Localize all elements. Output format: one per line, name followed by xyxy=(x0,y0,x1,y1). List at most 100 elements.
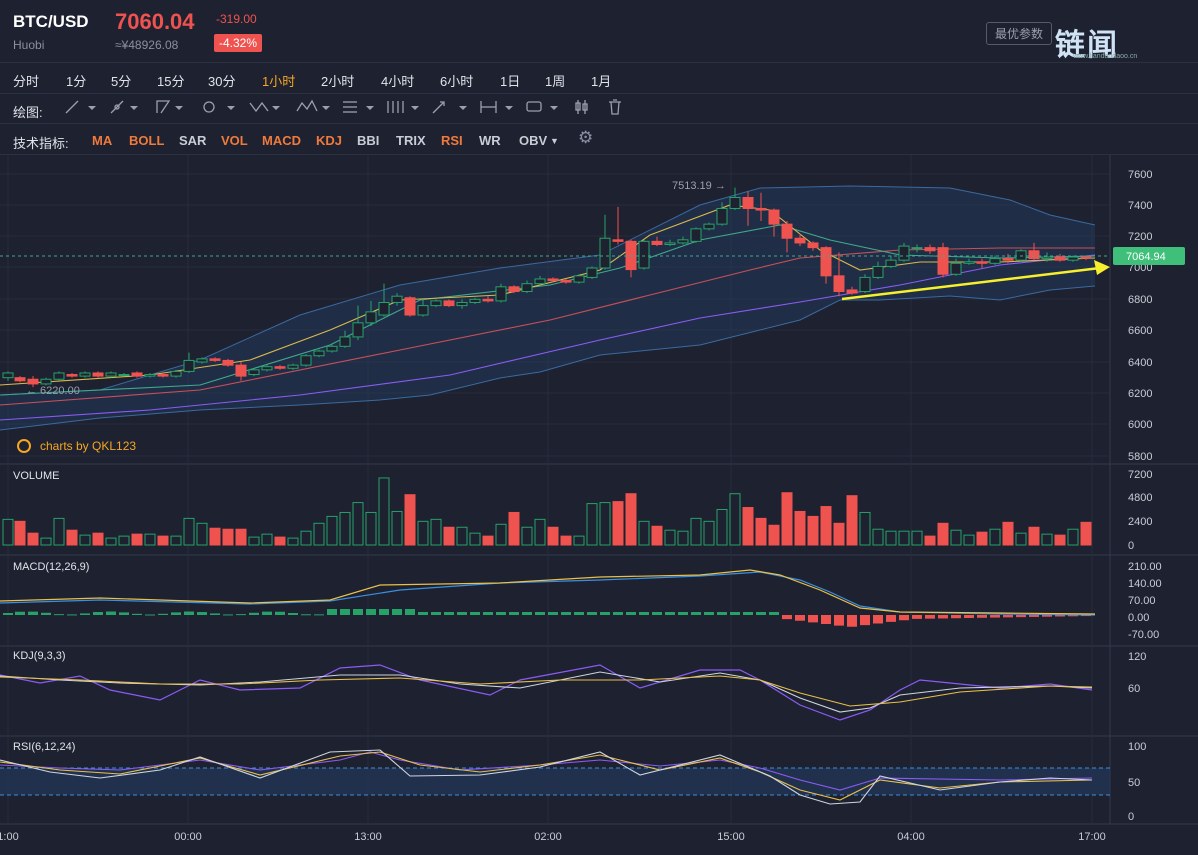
candle-body xyxy=(443,300,455,307)
macd-histogram-bar xyxy=(93,612,103,615)
candle xyxy=(664,239,676,247)
candle xyxy=(157,372,169,378)
macd-histogram-bar xyxy=(613,612,623,615)
timeframe-1[interactable]: 1分 xyxy=(66,74,87,89)
timeframe-6[interactable]: 2小时 xyxy=(321,74,355,89)
indicator-boll[interactable]: BOLL xyxy=(129,133,165,148)
channel-tool-icon[interactable] xyxy=(156,100,183,114)
candle-body xyxy=(352,322,364,338)
macd-histogram-bar xyxy=(509,612,519,615)
candle xyxy=(365,300,377,326)
macd-histogram-bar xyxy=(899,615,909,621)
candle-tool-icon[interactable] xyxy=(575,100,588,114)
candle-body xyxy=(508,286,520,292)
candle xyxy=(586,266,598,279)
candle-body xyxy=(885,259,897,267)
candle-body xyxy=(651,240,663,246)
indicator-ma[interactable]: MA xyxy=(92,133,113,148)
candle-body xyxy=(105,372,117,377)
pattern-tool-icon[interactable] xyxy=(296,99,330,112)
gear-icon[interactable]: ⚙ xyxy=(578,128,594,147)
timeframe-10[interactable]: 1周 xyxy=(545,74,566,89)
candle xyxy=(339,330,351,348)
volume-bar xyxy=(638,520,650,546)
candle-body xyxy=(794,237,806,244)
indicator-obv[interactable]: OBV xyxy=(519,133,548,148)
candle-body xyxy=(833,275,845,293)
wave-tool-icon[interactable] xyxy=(249,101,280,113)
macd-histogram-bar xyxy=(470,612,480,615)
indicator-sar[interactable]: SAR xyxy=(179,133,207,148)
volume-bar xyxy=(261,533,273,546)
last-price-label: 7064.94 xyxy=(1126,251,1166,263)
y-tick-7: 6200 xyxy=(1128,388,1152,400)
measure-tool-icon[interactable] xyxy=(480,101,513,113)
candle xyxy=(261,365,273,372)
indicator-wr[interactable]: WR xyxy=(479,133,501,148)
candle xyxy=(144,372,156,378)
indicator-bbi[interactable]: BBI xyxy=(357,133,380,148)
macd-histogram-bar xyxy=(288,613,298,615)
optimal-params-button[interactable]: 最优参数 xyxy=(986,22,1053,45)
obv-dropdown-icon[interactable]: ▼ xyxy=(550,136,559,146)
candle-body xyxy=(820,247,832,277)
timeframe-8[interactable]: 6小时 xyxy=(440,74,474,89)
text-tool-icon[interactable] xyxy=(526,101,558,112)
candle xyxy=(703,222,715,231)
timeframe-2[interactable]: 5分 xyxy=(111,74,132,89)
volume-bar xyxy=(1015,532,1027,546)
volume-tick-2: 2400 xyxy=(1128,516,1152,528)
candle xyxy=(40,377,52,386)
fib-tool-icon[interactable] xyxy=(343,101,374,113)
pane-bg-0 xyxy=(0,155,1198,463)
macd-histogram-bar xyxy=(145,614,155,616)
gann-tool-icon[interactable] xyxy=(387,101,419,113)
volume-bar xyxy=(40,537,52,546)
indicator-kdj[interactable]: KDJ xyxy=(316,133,343,148)
timeframe-0[interactable]: 分时 xyxy=(13,74,40,89)
candle-body xyxy=(235,364,247,377)
timeframe-9[interactable]: 1日 xyxy=(500,74,521,89)
timeframe-3[interactable]: 15分 xyxy=(157,74,185,89)
volume-bar xyxy=(599,502,611,546)
candle xyxy=(677,236,689,245)
volume-bar xyxy=(937,522,949,546)
indicator-macd[interactable]: MACD xyxy=(262,133,301,148)
macd-histogram-bar xyxy=(548,612,558,615)
candle xyxy=(170,369,182,378)
candle-body xyxy=(976,261,988,264)
macd-histogram-bar xyxy=(1029,615,1039,617)
indicator-trix[interactable]: TRIX xyxy=(396,133,426,148)
rsi-tick-2: 0 xyxy=(1128,811,1134,823)
candle-body xyxy=(118,374,130,377)
candle-body xyxy=(1015,250,1027,261)
circle-tool-icon[interactable] xyxy=(203,101,235,113)
candle-body xyxy=(963,261,975,264)
y-tick-5: 6600 xyxy=(1128,325,1152,337)
y-tick-0: 7600 xyxy=(1128,169,1152,181)
timeframe-7[interactable]: 4小时 xyxy=(381,74,415,89)
macd-histogram-bar xyxy=(158,613,168,615)
candle-body xyxy=(209,358,221,361)
arrow-tool-icon[interactable] xyxy=(432,101,467,114)
line-tool-icon[interactable] xyxy=(65,100,96,114)
macd-histogram-bar xyxy=(223,614,233,616)
indicator-rsi[interactable]: RSI xyxy=(441,133,463,148)
volume-bar xyxy=(742,507,754,546)
ray-tool-icon[interactable] xyxy=(110,100,138,114)
timeframe-4[interactable]: 30分 xyxy=(208,74,236,89)
macd-histogram-bar xyxy=(457,612,467,615)
macd-histogram-bar xyxy=(80,613,90,615)
macd-histogram-bar xyxy=(717,612,727,615)
candle-body xyxy=(1041,256,1053,260)
macd-histogram-bar xyxy=(301,614,311,616)
candle xyxy=(872,261,884,279)
timeframe-11[interactable]: 1月 xyxy=(591,74,612,89)
timeframe-5[interactable]: 1小时 xyxy=(262,74,296,89)
trash-icon[interactable] xyxy=(609,99,621,115)
rsi-label: RSI(6,12,24) xyxy=(13,741,75,753)
macd-histogram-bar xyxy=(808,615,818,623)
candle-body xyxy=(53,372,65,380)
candle-body xyxy=(846,289,858,294)
indicator-vol[interactable]: VOL xyxy=(221,133,248,148)
